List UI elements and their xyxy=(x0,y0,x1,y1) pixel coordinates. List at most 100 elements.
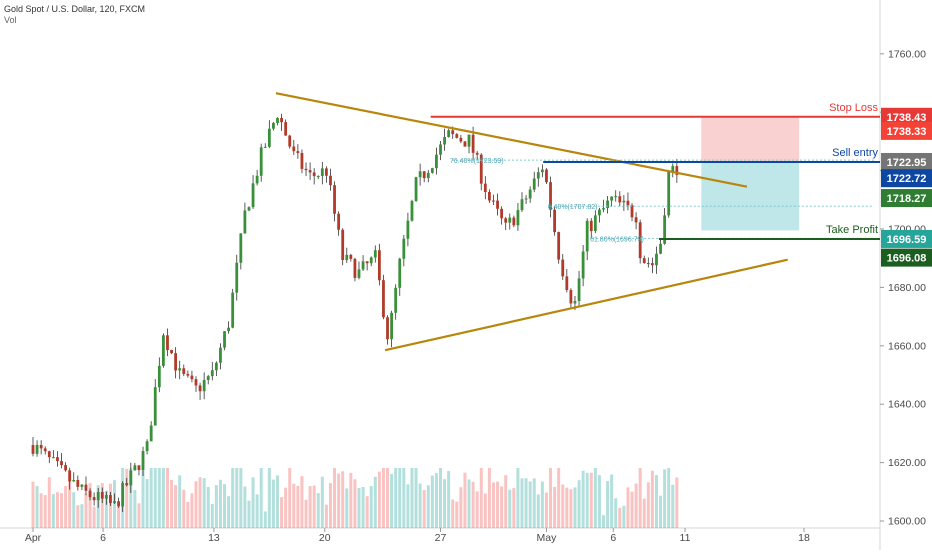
volume-bar xyxy=(35,485,39,528)
price-axis-label: 1696.59 xyxy=(881,229,932,248)
fib-label: 61.80%(1696.79) xyxy=(590,236,644,243)
volume-bar xyxy=(316,493,320,528)
candle-body xyxy=(606,200,609,209)
volume-bar xyxy=(182,489,186,528)
candle-body xyxy=(573,301,577,304)
candle-body xyxy=(642,258,646,264)
candle-body xyxy=(646,263,650,265)
candle-body xyxy=(206,376,210,380)
volume-bar xyxy=(532,478,536,528)
candle-body xyxy=(129,470,133,486)
price-axis-label: 1722.95 xyxy=(881,152,932,171)
candle-body xyxy=(565,276,569,291)
x-tick-label: 20 xyxy=(319,532,331,544)
candle-body xyxy=(125,483,129,486)
volume-bar xyxy=(581,470,585,528)
candle-body xyxy=(113,501,116,504)
candle-body xyxy=(483,183,487,193)
volume-bar xyxy=(373,476,377,528)
price-label-text: 1722.72 xyxy=(887,173,927,185)
volume-bars xyxy=(31,468,679,528)
volume-bar xyxy=(659,495,663,528)
candle-body xyxy=(369,257,373,264)
candle-body xyxy=(190,375,194,380)
volume-bar xyxy=(308,486,312,528)
volume-bar xyxy=(500,486,504,528)
candle-body xyxy=(528,189,532,199)
candle-body xyxy=(651,263,654,266)
candle-body xyxy=(561,259,565,277)
candle-body xyxy=(157,365,161,388)
volume-bar xyxy=(622,505,626,528)
volume-bar xyxy=(386,468,390,528)
volume-bar xyxy=(516,468,520,528)
volume-bar xyxy=(434,473,438,528)
candles xyxy=(31,113,679,513)
candle-body xyxy=(422,171,426,179)
candle-body xyxy=(622,200,626,203)
trade-level-label: Take Profit xyxy=(826,224,878,236)
volume-bar xyxy=(223,484,227,528)
x-tick-label: May xyxy=(537,532,558,544)
volume-bar xyxy=(88,483,92,528)
volume-bar xyxy=(104,490,108,528)
volume-bar xyxy=(654,475,658,528)
volume-bar xyxy=(675,477,679,528)
volume-bar xyxy=(349,472,353,528)
volume-bar xyxy=(414,468,418,528)
candle-body xyxy=(109,495,112,504)
volume-bar xyxy=(630,491,634,528)
candle-body xyxy=(239,233,243,263)
candle-body xyxy=(276,117,279,123)
candle-body xyxy=(610,196,614,201)
candle-body xyxy=(488,192,491,201)
volume-bar xyxy=(117,506,121,528)
volume-bar xyxy=(642,498,646,528)
volume-bar xyxy=(593,468,597,528)
volume-bar xyxy=(113,480,116,528)
volume-bar xyxy=(398,468,402,528)
candle-body xyxy=(292,146,296,152)
reward-zone xyxy=(701,161,800,231)
volume-bar xyxy=(443,479,447,528)
candle-body xyxy=(626,200,630,206)
volume-bar xyxy=(536,494,540,528)
candle-body xyxy=(300,153,304,169)
candle-body xyxy=(320,168,324,177)
candle-body xyxy=(667,171,671,216)
candle-body xyxy=(569,290,573,304)
x-tick-label: 18 xyxy=(798,532,810,544)
candle-body xyxy=(137,465,141,471)
volume-bar xyxy=(646,482,650,528)
volume-bar xyxy=(55,492,59,528)
volume-bar xyxy=(84,493,88,528)
candle-body xyxy=(345,254,349,261)
price-label-box xyxy=(881,121,932,140)
candle-body xyxy=(361,261,365,270)
candle-body xyxy=(459,137,463,142)
volume-bar xyxy=(475,491,479,528)
volume-bar xyxy=(406,484,410,528)
candle-body xyxy=(557,232,561,260)
candle-body xyxy=(117,501,120,507)
candle-body xyxy=(671,166,675,172)
candle-body xyxy=(492,200,495,202)
candle-body xyxy=(520,199,524,211)
candle-body xyxy=(43,448,47,452)
volume-bar xyxy=(418,483,422,528)
volume-bar xyxy=(504,475,508,528)
y-tick-label: 1600.00 xyxy=(888,516,926,528)
price-label-box xyxy=(881,152,932,171)
volume-bar xyxy=(251,477,255,528)
y-tick-label: 1620.00 xyxy=(888,457,926,469)
candle-body xyxy=(333,185,336,214)
candle-body xyxy=(659,243,662,254)
candle-body xyxy=(145,441,149,452)
volume-bar xyxy=(227,496,231,528)
volume-bar xyxy=(357,487,361,528)
volume-bar xyxy=(667,468,671,528)
volume-bar xyxy=(610,474,614,528)
volume-bar xyxy=(540,481,544,528)
